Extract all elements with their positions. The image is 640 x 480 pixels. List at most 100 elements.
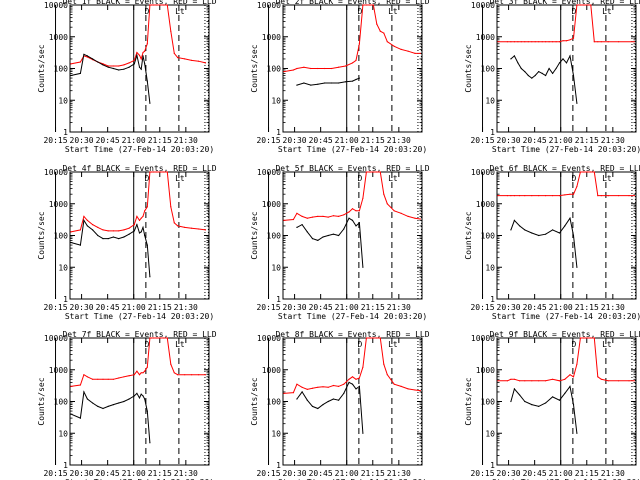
lld-series-point	[545, 380, 547, 382]
lld-series-point	[152, 171, 154, 173]
plot-frame	[496, 171, 637, 300]
lld-series-point	[138, 374, 141, 376]
events-series-point	[569, 385, 571, 387]
lld-series-point	[152, 4, 154, 6]
y-axis-label: Counts/sec	[37, 44, 46, 92]
lld-series-point	[545, 195, 547, 197]
events-series-point	[79, 417, 81, 419]
lld-series-point	[358, 210, 360, 212]
x-tick-label: 21:15	[148, 469, 172, 478]
events-series-point	[338, 399, 340, 401]
events-series-point	[142, 395, 144, 397]
lld-series-point	[379, 337, 381, 339]
lld-series-point	[369, 337, 371, 339]
x-tick-label: 21:30	[174, 303, 198, 312]
events-series-point	[102, 407, 104, 410]
lld-series-point	[292, 218, 294, 221]
x-tick-label: 20:15	[43, 469, 67, 478]
events-series-point	[140, 393, 142, 395]
x-tick-label: 21:30	[174, 136, 198, 145]
events-series-point	[564, 392, 566, 394]
x-tick-label: 21:15	[361, 469, 385, 478]
x-tick-label: 20:15	[256, 469, 280, 478]
y-tick-label: 10000	[471, 168, 495, 177]
x-axis-label: Start Time (27-Feb-14 20:03:20)	[278, 312, 427, 321]
lld-series-point	[355, 59, 357, 62]
events-series-point	[510, 58, 512, 60]
lld-series-point	[292, 392, 294, 394]
lld-series-point	[306, 388, 308, 390]
events-series-point	[144, 234, 146, 237]
events-series	[70, 390, 151, 443]
flag-label: Lt	[175, 340, 185, 349]
lld-series-point	[144, 50, 146, 52]
x-tick-label: 20:15	[470, 303, 494, 312]
lld-series-point	[102, 229, 104, 231]
events-series-point	[513, 219, 516, 221]
events-series-point	[558, 232, 561, 234]
events-series-point	[545, 233, 547, 235]
y-tick-label: 10	[58, 96, 68, 105]
lld-series-point	[400, 212, 402, 214]
events-series-point	[146, 80, 148, 82]
events-series-point	[524, 400, 526, 403]
events-series-point	[569, 217, 571, 219]
events-series	[70, 53, 151, 104]
lld-series-point	[142, 51, 144, 54]
lld-series-point	[527, 41, 529, 43]
y-tick-label: 100	[54, 398, 69, 407]
lld-series-point	[552, 378, 554, 380]
lld-series-point	[317, 67, 319, 70]
lld-series-point	[383, 363, 385, 365]
x-tick-label: 20:30	[70, 469, 94, 478]
x-tick-label: 20:45	[309, 136, 333, 145]
lld-series-point	[292, 69, 294, 71]
y-tick-label: 10000	[44, 334, 68, 343]
lld-series-point	[576, 363, 578, 365]
lld-series-point	[138, 54, 141, 56]
lld-series-point	[579, 171, 582, 173]
lld-series-point	[633, 195, 635, 197]
panel-det-1: Det 1f BLACK = Events, RED = LLD 1 10 100 10…	[37, 0, 217, 154]
lld-series-point	[296, 383, 298, 385]
lld-series-point	[123, 376, 125, 378]
lld-series-point	[600, 378, 602, 380]
lld-series	[283, 337, 421, 394]
lld-series-point	[552, 41, 554, 43]
lld-series-point	[79, 229, 81, 231]
lld-series-point	[517, 41, 519, 43]
lld-series-point	[590, 4, 592, 6]
lld-series-point	[569, 374, 571, 376]
lld-series-point	[86, 376, 88, 378]
lld-series-point	[112, 230, 114, 232]
events-series-point	[136, 224, 138, 226]
events-series	[510, 385, 578, 434]
lld-series-point	[142, 215, 144, 217]
events-series-point	[97, 405, 99, 407]
lld-series-point	[138, 219, 141, 221]
lld-series-point	[338, 215, 340, 217]
lld-series-point	[151, 171, 153, 173]
panel-title: Det 2f BLACK = Events, RED = LLD	[275, 0, 429, 6]
panel-title: Det 3f BLACK = Events, RED = LLD	[489, 0, 640, 6]
lld-series-point	[338, 66, 340, 68]
x-tick-label: 21:15	[575, 136, 599, 145]
lld-series-point	[283, 71, 285, 73]
lld-series-point	[355, 378, 357, 380]
lld-series-point	[191, 59, 193, 62]
lld-series-point	[70, 63, 72, 65]
lld-series-point	[324, 67, 326, 70]
events-series-point	[92, 229, 94, 231]
lld-series-point	[633, 41, 635, 43]
lld-series-point	[317, 386, 319, 388]
panel-title: Det 1f BLACK = Events, RED = LLD	[62, 0, 216, 6]
lld-series-point	[419, 52, 421, 55]
lld-series-point	[414, 389, 416, 391]
events-series-point	[133, 395, 135, 397]
x-tick-label: 21:30	[387, 303, 411, 312]
y-tick-label: 1000	[476, 366, 495, 375]
events-series-point	[86, 225, 88, 227]
lld-series-point	[159, 171, 161, 173]
events-series-point	[545, 402, 547, 404]
lld-series-point	[348, 378, 350, 380]
